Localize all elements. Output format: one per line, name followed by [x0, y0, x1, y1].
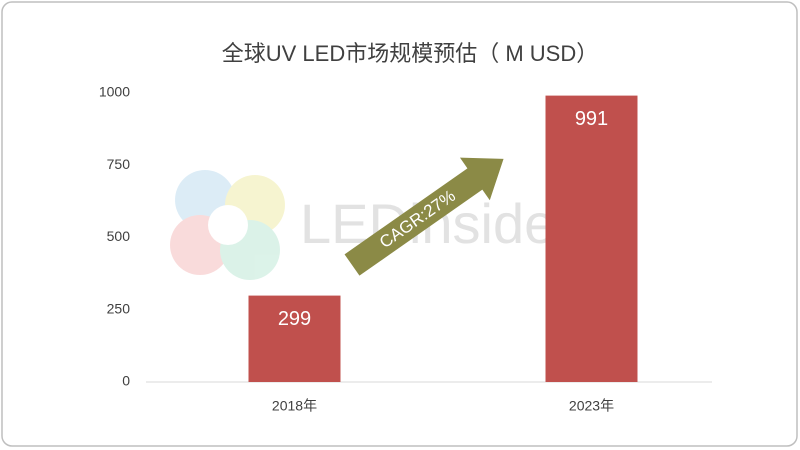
bar: [545, 95, 638, 382]
y-tick-label: 500: [107, 228, 131, 244]
y-tick-label: 250: [107, 300, 131, 316]
watermark-logo: [170, 170, 285, 280]
y-tick-label: 1000: [99, 84, 130, 100]
x-tick-label: 2018年: [272, 398, 317, 414]
chart-title: 全球UV LED市场规模预估（ M USD）: [222, 41, 598, 66]
value-label: 991: [575, 108, 608, 130]
y-tick-label: 0: [122, 373, 130, 389]
value-label: 299: [278, 308, 311, 330]
y-tick-label: 750: [107, 156, 131, 172]
bar: [248, 295, 341, 382]
x-tick-label: 2023年: [569, 398, 614, 414]
